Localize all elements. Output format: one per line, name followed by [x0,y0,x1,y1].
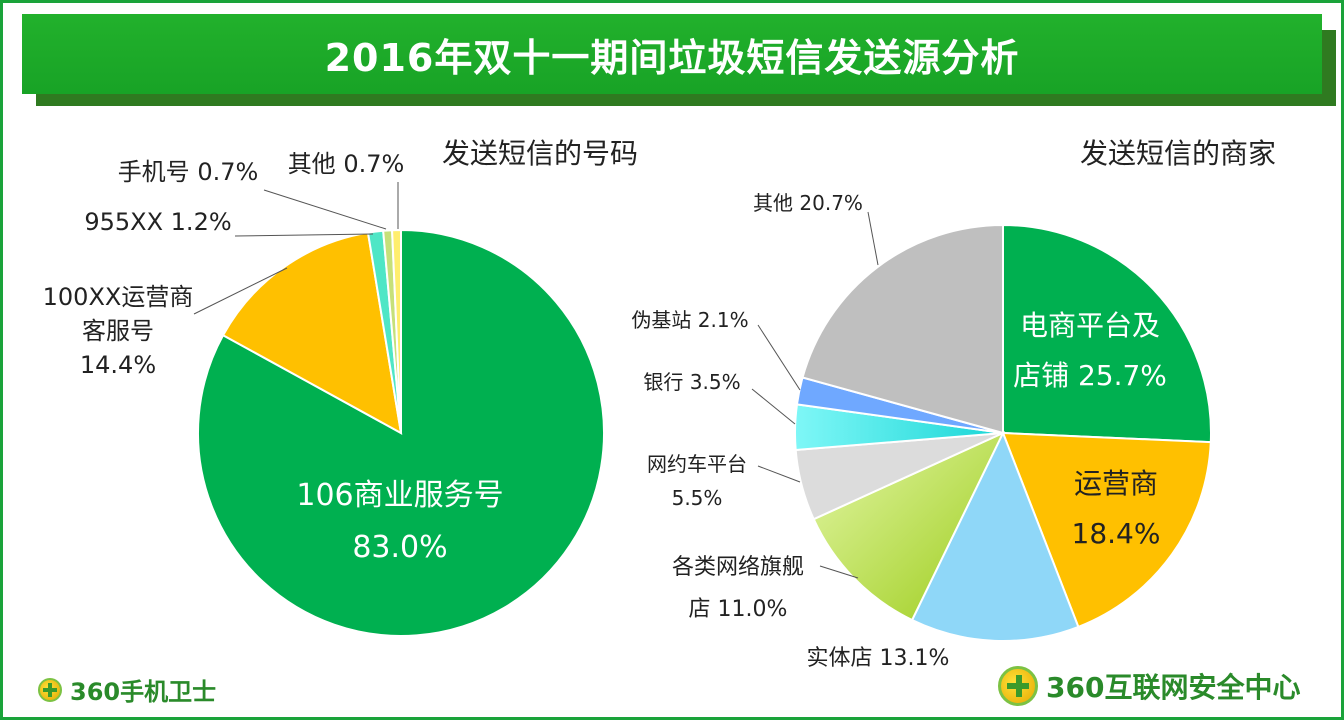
slice-label: 手机号 0.7% [118,158,259,186]
leader-line [867,211,879,266]
slice-label: 其他 20.7% [753,191,863,215]
slice-label: 电商平台及店铺 25.7% [1013,309,1167,392]
leader-line [751,388,796,425]
logo-360-mobile-guard: 360手机卫士 [38,672,216,707]
pie-slice-merchants-0 [1002,223,1212,444]
logo-360-security-center: 360互联网安全中心 [998,666,1300,706]
shield-plus-icon [38,677,62,702]
slice-label: 实体店 13.1% [807,646,950,671]
pie-slice-merchants-3 [812,430,1006,622]
slice-label: 106商业服务号 83.0% [296,478,503,565]
page-title: 2016年双十一期间垃圾短信发送源分析 [324,35,1020,80]
logo-left-text: 360手机卫士 [70,678,217,706]
slice-label: 其他 0.7% [288,150,405,178]
chart-title-merchants: 发送短信的商家 [1080,137,1276,170]
shield-plus-icon-large [998,666,1038,706]
pie-chart-numbers: 106商业服务号 83.0% 100XX运营商客服号 14.4% 955XX 1.2% 手… [43,150,605,637]
slice-label: 网约车平台 5.5% [647,452,747,510]
pie-slice-merchants-2 [910,430,1080,642]
slice-label: 银行 3.5% [643,370,740,394]
slice-label: 伪基站 2.1% [631,308,748,332]
leader-line [263,189,387,230]
slice-label: 各类网络旗舰店 11.0% [672,555,804,622]
leader-line [193,267,288,315]
pie-slice-merchants-1 [1001,431,1212,629]
pie-slice-numbers-1 [221,231,403,435]
leader-line [757,465,801,483]
slice-label: 955XX 1.2% [84,208,231,236]
leader-line [819,565,859,579]
slice-label: 运营商 18.4% [1072,467,1161,550]
chart-title-numbers: 发送短信的号码 [442,137,638,170]
pie-slice-numbers-4 [391,228,402,434]
title-bar: 2016年双十一期间垃圾短信发送源分析 [22,14,1322,94]
leader-line [234,233,374,237]
leader-line [757,324,801,391]
logo-right-text: 360互联网安全中心 [1046,671,1301,704]
pie-chart-merchants: 电商平台及店铺 25.7% 运营商 18.4% 实体店 13.1%各类网络旗舰店 11… [631,191,1212,671]
pie-slice-merchants-7 [801,223,1004,435]
slice-label: 100XX运营商客服号 14.4% [43,283,194,379]
